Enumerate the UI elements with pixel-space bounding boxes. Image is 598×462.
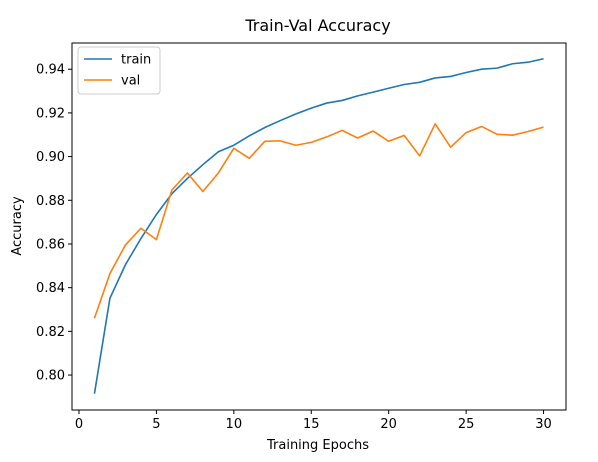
y-tick-label: 0.82 [36,325,65,340]
legend-label-val: val [121,74,140,89]
legend-label-train: train [121,53,151,68]
series-line-train [93,57,544,394]
y-tick-label: 0.86 [36,237,65,252]
series-line-val [93,123,544,319]
y-tick-label: 0.84 [36,281,65,296]
x-axis-label: Training Epochs [266,438,369,453]
x-tick-label: 25 [458,417,475,432]
y-tick-label: 0.88 [36,194,65,209]
x-tick-label: 5 [152,417,160,432]
chart-title: Train-Val Accuracy [244,16,390,35]
x-tick-label: 30 [535,417,552,432]
y-tick-label: 0.80 [36,369,65,384]
x-tick-label: 20 [380,417,397,432]
x-tick-label: 0 [75,417,83,432]
plot-frame [71,42,567,411]
x-tick-label: 15 [303,417,320,432]
y-axis-label: Accuracy [10,196,25,256]
y-tick-label: 0.90 [36,150,65,165]
x-tick-label: 10 [226,417,243,432]
y-tick-label: 0.92 [36,106,65,121]
y-tick-label: 0.94 [36,63,65,78]
y-axis-ticks: 0.80 0.82 0.84 0.86 0.88 0.90 0.92 0.94 [36,63,72,384]
legend: train val [77,46,161,95]
x-axis-ticks: 0 5 10 15 20 25 30 [75,410,552,432]
series-layer [93,57,544,394]
